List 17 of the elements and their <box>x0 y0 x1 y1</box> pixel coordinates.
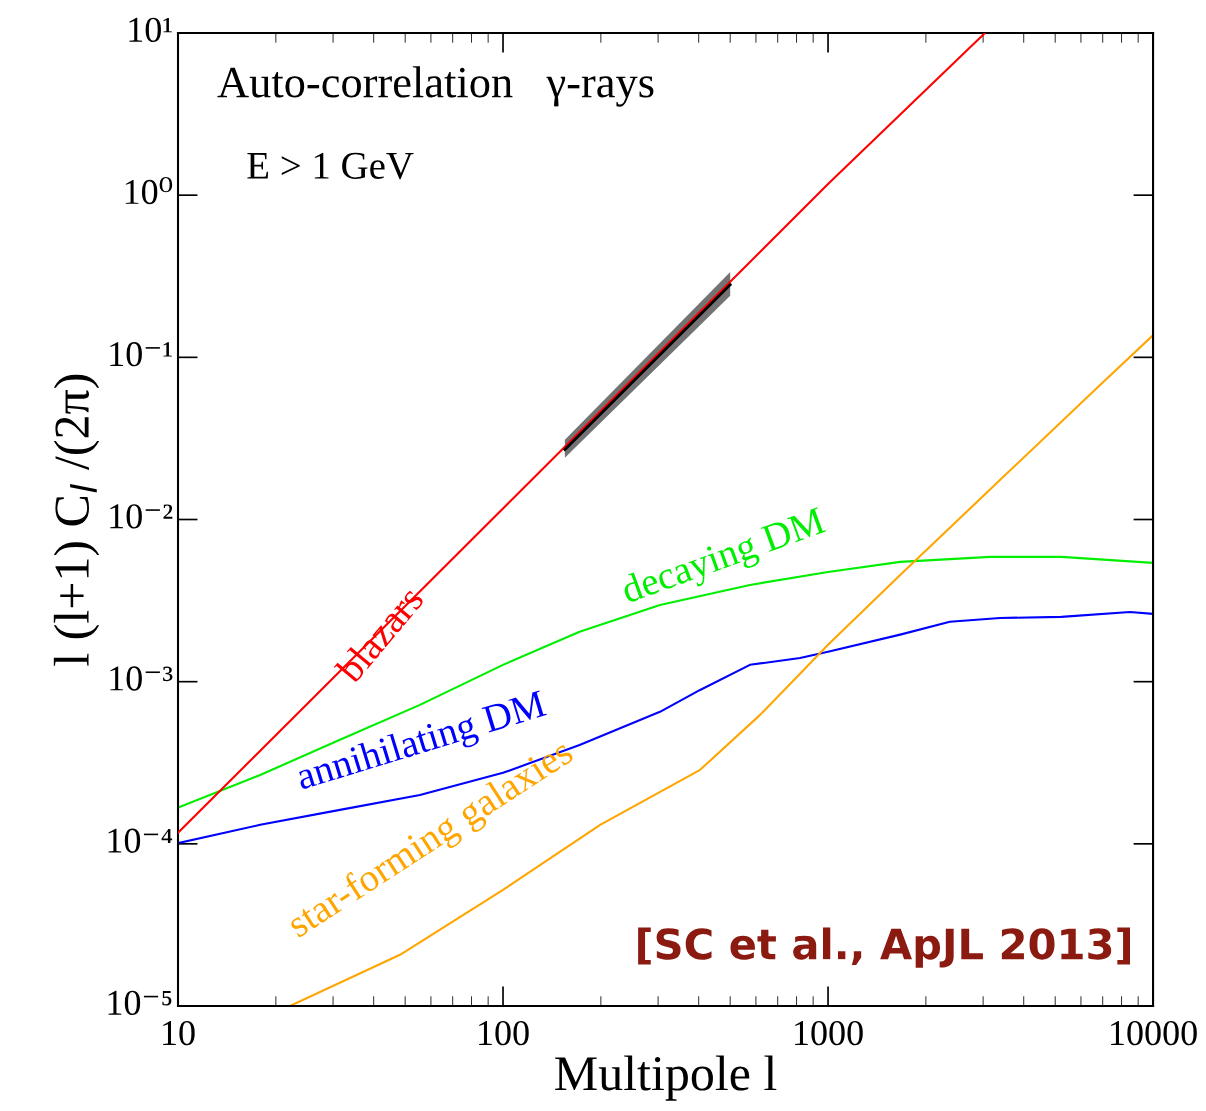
annotation: [SC et al., ApJL 2013] <box>638 927 1130 968</box>
text: decaying DM <box>619 505 829 611</box>
y-tick-label: 10¹ <box>129 17 172 43</box>
y-tick-label: 10⁻¹ <box>110 342 172 367</box>
y-axis-title: l (l+1) C$_{l}$ /(2π) <box>53 374 100 666</box>
x-tick-label: 1000 <box>795 1020 863 1046</box>
x-tick-label: 10000 <box>1111 1020 1197 1046</box>
y-tick-label: 10⁰ <box>125 177 173 205</box>
annotation: E > 1 GeV <box>247 152 414 180</box>
text: Auto-correlation γ-rays <box>217 66 654 107</box>
x-tick-label: 10 <box>163 1020 195 1046</box>
y-tick-label: 10⁻⁴ <box>108 828 173 853</box>
x-axis-title: Multipole l <box>555 1055 777 1101</box>
y-tick-label: 10⁻³ <box>110 666 173 691</box>
y-tick-label: 10⁻² <box>110 504 173 529</box>
y-tick-label: 10⁻⁵ <box>108 990 172 1016</box>
x-tick-label: 100 <box>479 1020 529 1046</box>
